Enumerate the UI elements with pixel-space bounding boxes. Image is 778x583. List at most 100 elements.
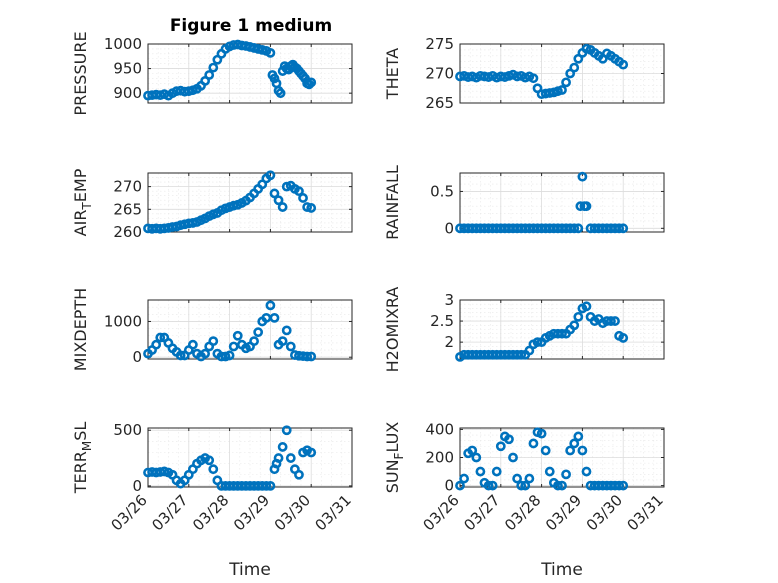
- data-point: [253, 327, 264, 338]
- y-axis-label: AIRTEMP: [71, 168, 94, 236]
- data-point: [618, 223, 629, 234]
- data-point: [618, 333, 629, 343]
- y-tick-label: 900: [113, 84, 142, 102]
- data-point: [204, 455, 215, 466]
- data-point: [265, 47, 276, 58]
- data-point: [298, 193, 308, 203]
- data-point: [614, 480, 625, 491]
- data-point: [544, 466, 555, 477]
- panel-5: 0 1000 MIXDEPTH: [71, 288, 353, 371]
- y-tick-label: 270: [425, 65, 454, 83]
- data-point: [261, 480, 272, 491]
- y-tick-label: 0: [132, 477, 142, 495]
- data-point: [553, 480, 563, 491]
- data-point: [273, 453, 284, 463]
- data-point: [528, 73, 539, 84]
- data-point: [167, 222, 178, 232]
- data-point: [269, 312, 280, 323]
- data-point: [520, 480, 531, 491]
- figure-title: Figure 1 medium: [170, 16, 332, 36]
- y-tick-label: 1000: [104, 312, 142, 330]
- x-tick-label: 03/29: [542, 491, 585, 534]
- axes-box: [147, 299, 353, 360]
- data-point: [265, 480, 276, 491]
- data-point: [536, 428, 547, 439]
- data-point: [557, 328, 567, 339]
- data-point: [471, 452, 482, 463]
- data-point: [581, 301, 592, 312]
- data-point: [151, 339, 162, 350]
- data-point: [306, 77, 317, 88]
- x-tick-label: 03/26: [108, 491, 151, 534]
- y-tick-label: 0: [444, 477, 454, 495]
- data-point: [261, 312, 272, 323]
- x-tick-label: 03/26: [420, 491, 463, 534]
- data-point: [561, 469, 571, 480]
- data-point: [565, 445, 576, 456]
- data-point: [204, 70, 215, 80]
- data-point: [208, 62, 219, 73]
- data-point: [557, 85, 567, 95]
- data-point: [524, 345, 535, 356]
- data-point: [277, 442, 288, 452]
- data-point: [285, 453, 296, 463]
- y-axis-label: H2OMIXRA: [383, 287, 402, 373]
- data-point: [306, 447, 317, 458]
- y-tick-label: 0: [444, 219, 454, 237]
- data-point: [614, 223, 625, 234]
- data-point: [577, 171, 588, 182]
- data-point: [618, 59, 629, 70]
- y-axis-label: SUNFLUX: [383, 422, 406, 494]
- data-point: [516, 349, 527, 360]
- data-point: [273, 195, 284, 206]
- x-tick-label: 03/31: [624, 491, 667, 534]
- data-point: [294, 469, 304, 480]
- x-tick-label: 03/27: [460, 491, 503, 534]
- y-axis-label: RAINFALL: [383, 165, 402, 240]
- x-axis-label: Time: [228, 560, 271, 580]
- y-tick-label: 260: [113, 223, 142, 241]
- data-point: [224, 350, 235, 361]
- panel-3: 260 265 270 AIRTEMP: [71, 168, 353, 241]
- data-point: [467, 445, 478, 456]
- data-point: [581, 466, 592, 477]
- x-axis-label: Time: [540, 560, 583, 580]
- data-point: [306, 203, 317, 213]
- data-point: [208, 336, 219, 347]
- y-tick-label: 265: [425, 94, 454, 112]
- y-tick-label: 400: [425, 420, 454, 438]
- data-point: [512, 473, 523, 484]
- data-point: [569, 320, 580, 331]
- y-axis-label: THETA: [383, 48, 402, 100]
- data-point: [573, 223, 584, 234]
- y-tick-label: 2: [444, 333, 454, 351]
- x-tick-label: 03/28: [189, 491, 232, 534]
- data-point: [540, 445, 551, 456]
- data-point: [524, 473, 535, 484]
- data-point: [294, 186, 304, 197]
- x-tick-label: 03/30: [583, 491, 626, 534]
- data-point: [516, 480, 527, 491]
- data-point: [459, 473, 469, 484]
- data-point: [569, 62, 580, 73]
- y-tick-label: 1000: [104, 35, 142, 53]
- data-point: [277, 202, 288, 212]
- data-point: [306, 351, 317, 362]
- data-point: [573, 431, 584, 442]
- y-tick-label: 2.5: [430, 312, 454, 330]
- data-point: [200, 348, 211, 359]
- data-point: [265, 300, 276, 311]
- data-point: [606, 316, 616, 326]
- data-point: [175, 350, 186, 361]
- data-point: [483, 480, 494, 491]
- y-tick-label: 3: [444, 291, 454, 309]
- x-tick-label: 03/30: [271, 491, 314, 534]
- data-point: [561, 77, 571, 88]
- data-point: [208, 464, 219, 475]
- y-axis-label: MIXDEPTH: [71, 288, 90, 371]
- data-point: [569, 438, 580, 449]
- data-point: [275, 88, 286, 99]
